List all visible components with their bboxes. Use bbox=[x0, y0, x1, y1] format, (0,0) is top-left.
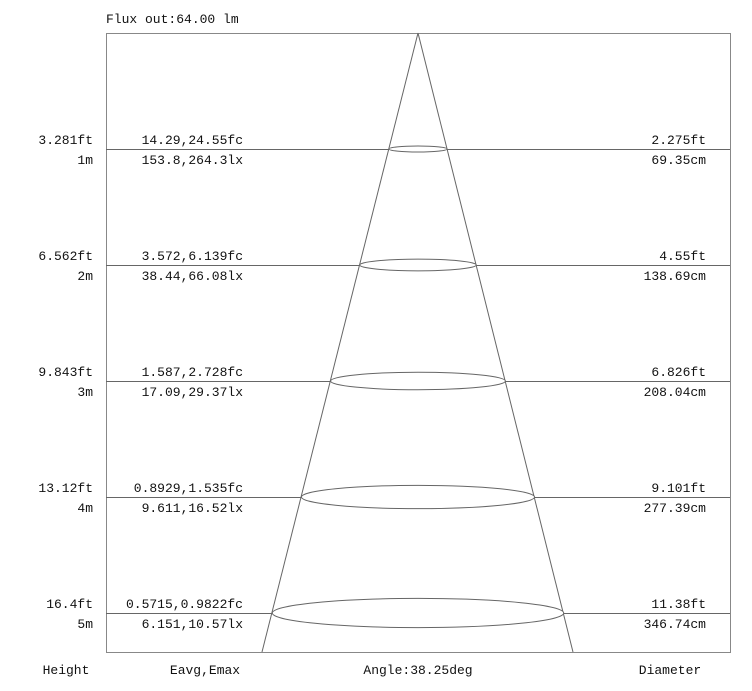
illuminance-fc-label: 14.29,24.55fc bbox=[142, 133, 243, 148]
diameter-cm-label: 208.04cm bbox=[644, 385, 707, 400]
illuminance-fc-label: 3.572,6.139fc bbox=[142, 249, 243, 264]
height-m-label: 3m bbox=[77, 385, 93, 400]
illuminance-fc-label: 0.8929,1.535fc bbox=[134, 481, 243, 496]
beam-ellipse bbox=[388, 145, 448, 153]
height-ft-label: 9.843ft bbox=[38, 365, 93, 380]
illuminance-lx-label: 153.8,264.3lx bbox=[142, 153, 244, 168]
illuminance-lx-label: 38.44,66.08lx bbox=[142, 269, 244, 284]
beam-ellipse bbox=[271, 597, 565, 629]
beam-ellipse bbox=[359, 258, 477, 272]
illuminance-fc-label: 1.587,2.728fc bbox=[142, 365, 243, 380]
diameter-ft-label: 4.55ft bbox=[659, 249, 706, 264]
angle-label: Angle:38.25deg bbox=[363, 663, 472, 678]
diagram-frame bbox=[106, 33, 731, 653]
diameter-header: Diameter bbox=[639, 663, 701, 678]
cone-left-edge bbox=[261, 32, 419, 653]
illuminance-lx-label: 6.151,10.57lx bbox=[142, 617, 244, 632]
height-ft-label: 16.4ft bbox=[46, 597, 93, 612]
height-ft-label: 6.562ft bbox=[38, 249, 93, 264]
diameter-cm-label: 346.74cm bbox=[644, 617, 707, 632]
height-m-label: 4m bbox=[77, 501, 93, 516]
illuminance-header: Eavg,Emax bbox=[170, 663, 240, 678]
height-m-label: 1m bbox=[77, 153, 93, 168]
diameter-cm-label: 138.69cm bbox=[644, 269, 707, 284]
height-m-label: 5m bbox=[77, 617, 93, 632]
illuminance-lx-label: 9.611,16.52lx bbox=[142, 501, 244, 516]
height-ft-label: 3.281ft bbox=[38, 133, 93, 148]
diameter-ft-label: 2.275ft bbox=[651, 133, 706, 148]
diameter-ft-label: 9.101ft bbox=[651, 481, 706, 496]
illuminance-lx-label: 17.09,29.37lx bbox=[142, 385, 244, 400]
diameter-cm-label: 277.39cm bbox=[644, 501, 707, 516]
beam-ellipse bbox=[300, 484, 536, 510]
flux-title: Flux out:64.00 lm bbox=[106, 12, 239, 27]
height-header: Height bbox=[43, 663, 90, 678]
diameter-cm-label: 69.35cm bbox=[651, 153, 706, 168]
height-m-label: 2m bbox=[77, 269, 93, 284]
cone-right-edge bbox=[417, 32, 574, 653]
beam-ellipse bbox=[330, 371, 506, 391]
illuminance-fc-label: 0.5715,0.9822fc bbox=[126, 597, 243, 612]
height-ft-label: 13.12ft bbox=[38, 481, 93, 496]
diameter-ft-label: 11.38ft bbox=[651, 597, 706, 612]
diameter-ft-label: 6.826ft bbox=[651, 365, 706, 380]
